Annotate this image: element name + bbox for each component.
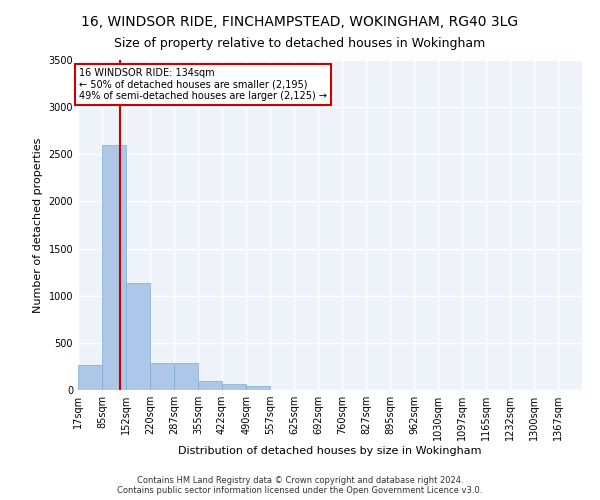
Bar	[198, 381, 223, 390]
Bar	[174, 362, 198, 390]
Text: 16, WINDSOR RIDE, FINCHAMPSTEAD, WOKINGHAM, RG40 3LG: 16, WINDSOR RIDE, FINCHAMPSTEAD, WOKINGH…	[82, 15, 518, 29]
Text: Contains HM Land Registry data © Crown copyright and database right 2024.
Contai: Contains HM Land Registry data © Crown c…	[118, 476, 482, 495]
Bar	[222, 384, 246, 390]
Bar	[78, 364, 102, 390]
Y-axis label: Number of detached properties: Number of detached properties	[33, 138, 43, 312]
X-axis label: Distribution of detached houses by size in Wokingham: Distribution of detached houses by size …	[178, 446, 482, 456]
Bar	[126, 284, 150, 390]
Bar	[150, 362, 175, 390]
Bar	[102, 145, 127, 390]
Text: Size of property relative to detached houses in Wokingham: Size of property relative to detached ho…	[115, 38, 485, 51]
Text: 16 WINDSOR RIDE: 134sqm
← 50% of detached houses are smaller (2,195)
49% of semi: 16 WINDSOR RIDE: 134sqm ← 50% of detache…	[79, 68, 327, 100]
Bar	[246, 386, 270, 390]
